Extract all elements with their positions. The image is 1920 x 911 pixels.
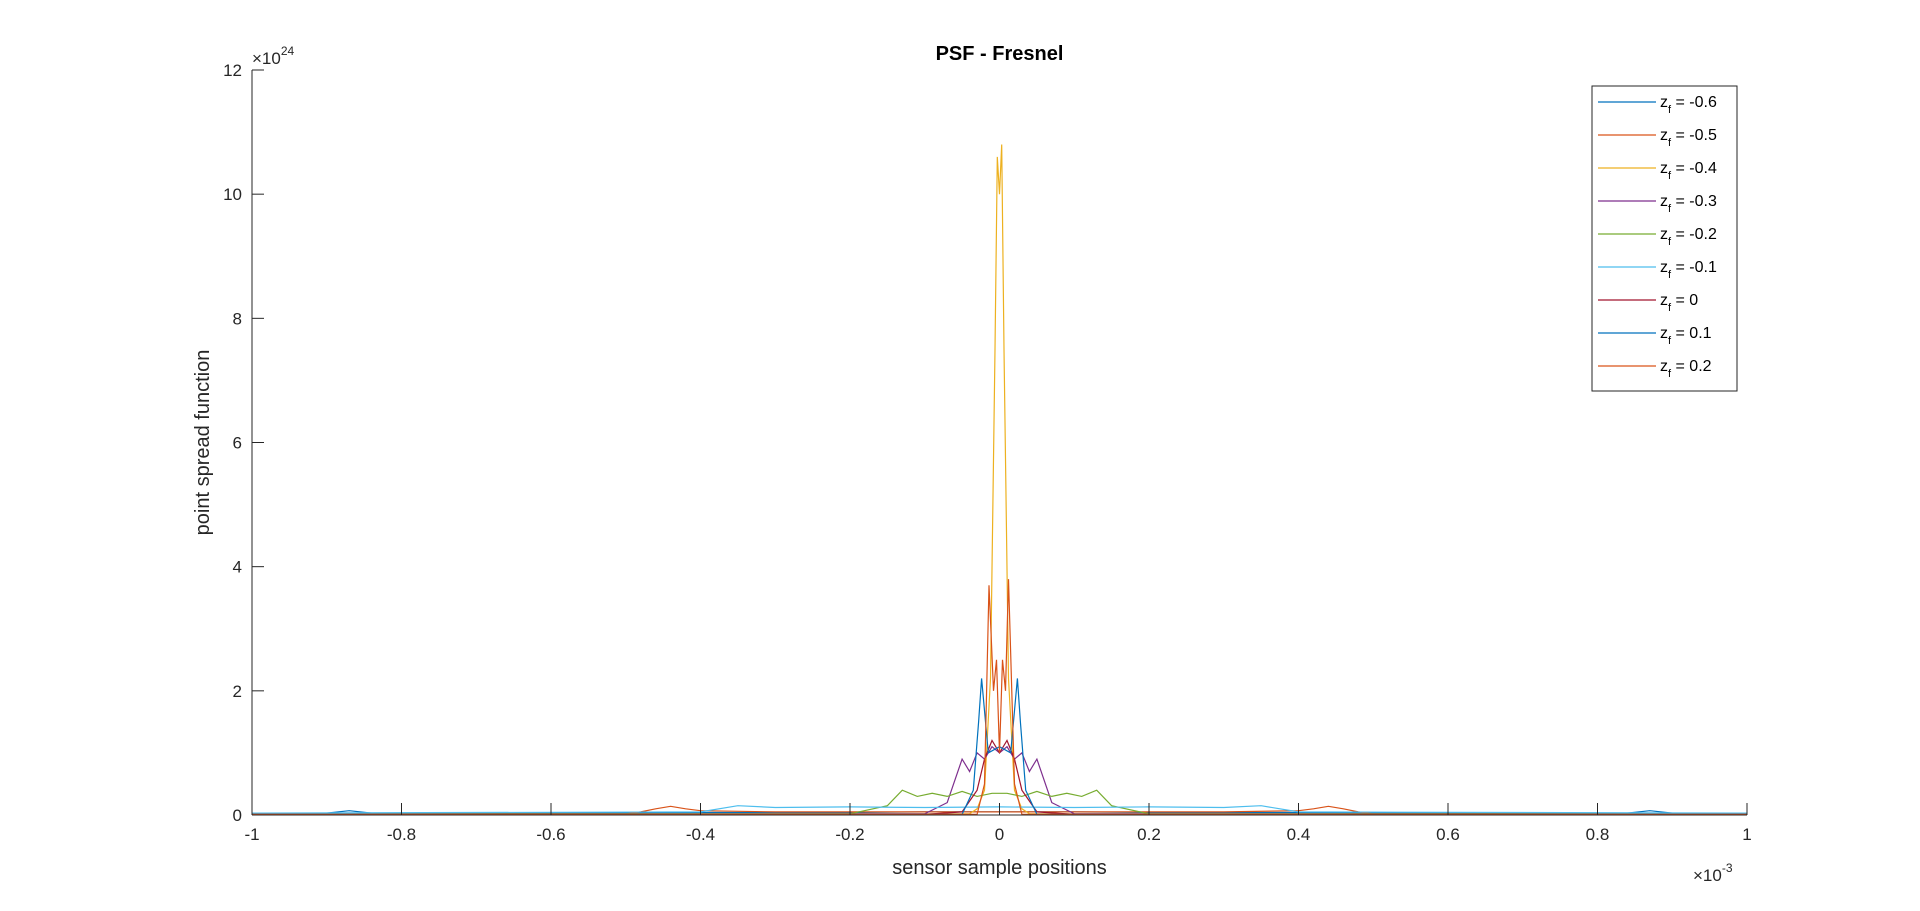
legend-label-4: zf = -0.2 <box>1660 226 1717 248</box>
legend-label-7: zf = 0.1 <box>1660 325 1712 347</box>
x-tick-label-2: -0.6 <box>536 825 565 844</box>
legend-value-8: = 0.2 <box>1671 358 1712 375</box>
y-tick-label-4: 8 <box>233 309 242 328</box>
legend-value-4: = -0.2 <box>1671 226 1717 243</box>
legend-value-2: = -0.4 <box>1671 160 1717 177</box>
legend-label-0: zf = -0.6 <box>1660 94 1717 116</box>
legend-value-1: = -0.5 <box>1671 127 1717 144</box>
legend-sub-8: f <box>1668 368 1672 380</box>
legend-base-7: z <box>1660 325 1668 342</box>
legend-sub-3: f <box>1668 203 1672 215</box>
legend-sub-2: f <box>1668 170 1672 182</box>
y-tick-label-3: 6 <box>233 434 242 453</box>
legend-label-1: zf = -0.5 <box>1660 127 1717 149</box>
x-tick-label-9: 0.8 <box>1586 825 1610 844</box>
legend-label-5: zf = -0.1 <box>1660 259 1717 281</box>
y-exponent-power: 24 <box>281 44 295 58</box>
x-axis-exponent: ×10-3 <box>1693 861 1733 885</box>
y-tick-label-5: 10 <box>223 185 242 204</box>
legend-base-8: z <box>1660 358 1668 375</box>
x-tick-label-0: -1 <box>244 825 259 844</box>
x-exponent-power: -3 <box>1722 861 1733 875</box>
y-exponent-base: ×10 <box>252 49 281 68</box>
x-tick-label-3: -0.4 <box>686 825 715 844</box>
legend-base-0: z <box>1660 94 1668 111</box>
legend-sub-1: f <box>1668 137 1672 149</box>
legend-sub-5: f <box>1668 269 1672 281</box>
legend-label-3: zf = -0.3 <box>1660 193 1717 215</box>
x-tick-label-1: -0.8 <box>387 825 416 844</box>
legend-sub-7: f <box>1668 335 1672 347</box>
legend-label-8: zf = 0.2 <box>1660 358 1712 380</box>
legend-sub-6: f <box>1668 302 1672 314</box>
y-axis-exponent: ×1024 <box>252 44 295 68</box>
legend-value-7: = 0.1 <box>1671 325 1712 342</box>
y-tick-label-1: 2 <box>233 682 242 701</box>
legend-label-6: zf = 0 <box>1660 292 1698 314</box>
x-exponent-base: ×10 <box>1693 866 1722 885</box>
legend-value-6: = 0 <box>1671 292 1698 309</box>
y-tick-label-6: 12 <box>223 61 242 80</box>
legend-box <box>1591 85 1738 392</box>
x-tick-label-6: 0.2 <box>1137 825 1161 844</box>
series-line-8 <box>252 579 1747 816</box>
legend: zf = -0.6zf = -0.5zf = -0.4zf = -0.3zf =… <box>1591 85 1738 392</box>
legend-base-2: z <box>1660 160 1668 177</box>
legend-label-2: zf = -0.4 <box>1660 160 1717 182</box>
legend-value-0: = -0.6 <box>1671 94 1717 111</box>
x-tick-label-8: 0.6 <box>1436 825 1460 844</box>
legend-value-3: = -0.3 <box>1671 193 1717 210</box>
chart-title: PSF - Fresnel <box>936 43 1064 65</box>
legend-value-5: = -0.1 <box>1671 259 1717 276</box>
legend-base-4: z <box>1660 226 1668 243</box>
x-tick-label-4: -0.2 <box>835 825 864 844</box>
series-line-4 <box>252 789 1747 815</box>
legend-base-6: z <box>1660 292 1668 309</box>
y-tick-label-0: 0 <box>233 806 242 825</box>
axes-layer: -1 -0.8 -0.6 -0.4 -0.2 0 0.2 0.4 0.6 0.8 102468101… <box>223 61 1752 844</box>
x-tick-label-7: 0.4 <box>1287 825 1311 844</box>
y-axis-label: point spread function <box>192 350 214 536</box>
x-axis-label: sensor sample positions <box>892 857 1107 879</box>
legend-base-3: z <box>1660 193 1668 210</box>
legend-sub-0: f <box>1668 104 1672 116</box>
legend-base-1: z <box>1660 127 1668 144</box>
x-tick-label-5: 0 <box>995 825 1004 844</box>
x-tick-label-10: 1 <box>1742 825 1751 844</box>
y-tick-label-2: 4 <box>233 558 242 577</box>
legend-sub-4: f <box>1668 236 1672 248</box>
legend-base-5: z <box>1660 259 1668 276</box>
